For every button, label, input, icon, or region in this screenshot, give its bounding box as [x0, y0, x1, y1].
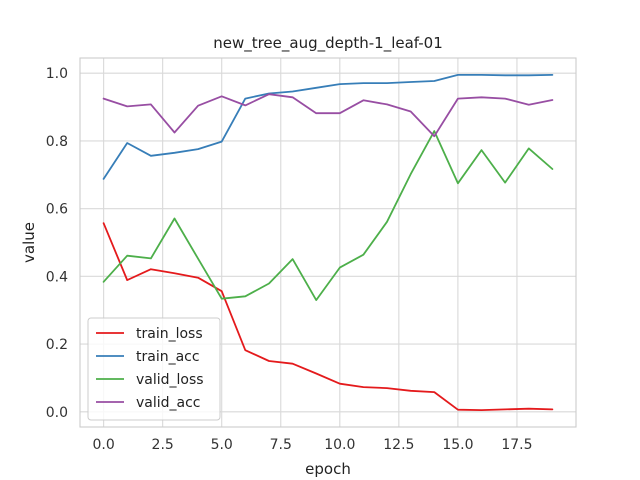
legend-label-train-loss: train_loss [136, 326, 203, 342]
y-axis-label: value [20, 222, 38, 263]
y-tick-label: 0.8 [46, 134, 68, 150]
y-tick-label: 0.4 [46, 269, 68, 285]
y-tick-label: 0.2 [46, 337, 68, 353]
series-line-valid-acc [102, 93, 554, 138]
y-tick-label: 1.0 [46, 66, 68, 82]
x-tick-label: 2.5 [152, 437, 174, 453]
series-layer [102, 74, 554, 411]
x-tick-label: 7.5 [270, 437, 292, 453]
y-axis-ticks: 0.0 0.2 0.4 0.6 0.8 1.0 [46, 66, 68, 421]
legend-label-train-acc: train_acc [136, 349, 200, 365]
x-tick-label: 15.0 [442, 437, 473, 453]
x-tick-label: 5.0 [211, 437, 233, 453]
x-tick-label: 10.0 [324, 437, 355, 453]
legend: train_loss train_acc valid_loss valid_acc [87, 317, 221, 421]
series-line-train-acc [102, 74, 554, 180]
x-tick-label: 0.0 [92, 437, 114, 453]
legend-box [87, 317, 221, 421]
plot-frame [79, 57, 577, 428]
x-axis-label: epoch [305, 460, 351, 478]
series-line-train-loss [102, 222, 554, 411]
series-line-valid-loss [102, 130, 554, 301]
legend-label-valid-acc: valid_acc [136, 395, 201, 411]
legend-label-valid-loss: valid_loss [136, 372, 204, 388]
x-tick-label: 12.5 [383, 437, 414, 453]
x-axis-ticks: 0.0 2.5 5.0 7.5 10.0 12.5 15.0 17.5 [92, 437, 532, 453]
y-tick-label: 0.6 [46, 202, 68, 218]
chart-title: new_tree_aug_depth-1_leaf-01 [213, 34, 443, 53]
x-tick-label: 17.5 [501, 437, 532, 453]
y-tick-label: 0.0 [46, 405, 68, 421]
